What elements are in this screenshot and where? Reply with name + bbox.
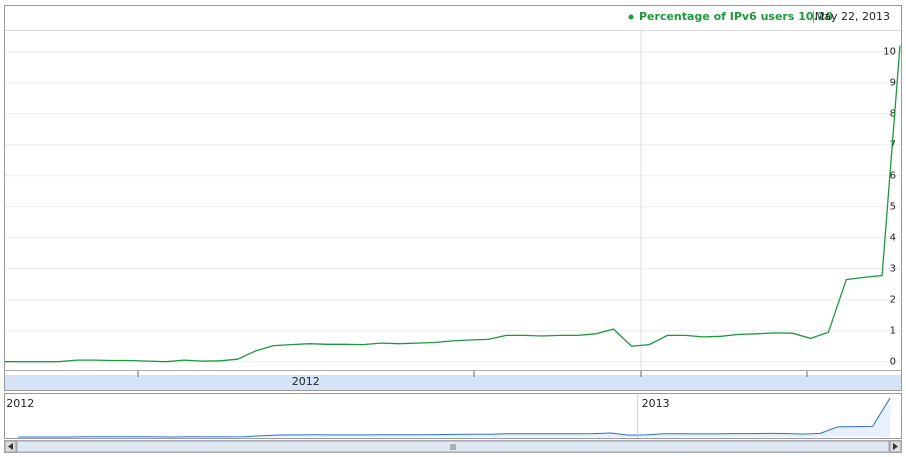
y-tick-label: 1	[890, 326, 896, 337]
scroll-left-arrow	[8, 443, 13, 450]
scroll-right-arrow	[893, 443, 898, 450]
navigator-labels: 2012 2013	[6, 394, 670, 438]
navigator-line	[18, 397, 891, 438]
y-tick-label: 9	[890, 78, 896, 89]
legend-entry: Percentage of IPv6 users 10.20	[639, 10, 833, 23]
legend-name: Percentage of IPv6 users	[639, 10, 795, 23]
x-axis-band	[5, 375, 901, 390]
legend-value: 10.20	[798, 10, 833, 23]
navigator-label: 2012	[6, 397, 34, 410]
y-tick-label: 3	[890, 264, 896, 275]
y-tick-label: 4	[890, 233, 896, 244]
navigator-frame	[4, 393, 902, 439]
legend-date: May 22, 2013	[815, 10, 890, 23]
y-tick-label: 6	[890, 171, 896, 182]
scroll-grip	[450, 444, 456, 450]
navigator-label: 2013	[642, 397, 670, 410]
data-line	[5, 45, 901, 363]
y-tick-label: 5	[890, 202, 896, 213]
y-tick-label: 8	[890, 109, 896, 120]
y-tick-label: 0	[890, 357, 896, 368]
legend-dot	[628, 14, 634, 20]
y-tick-label: 2	[890, 295, 896, 306]
main-frame	[4, 5, 902, 391]
y-tick-label: 10	[883, 47, 896, 58]
x-tick-label: 2012	[292, 375, 320, 388]
